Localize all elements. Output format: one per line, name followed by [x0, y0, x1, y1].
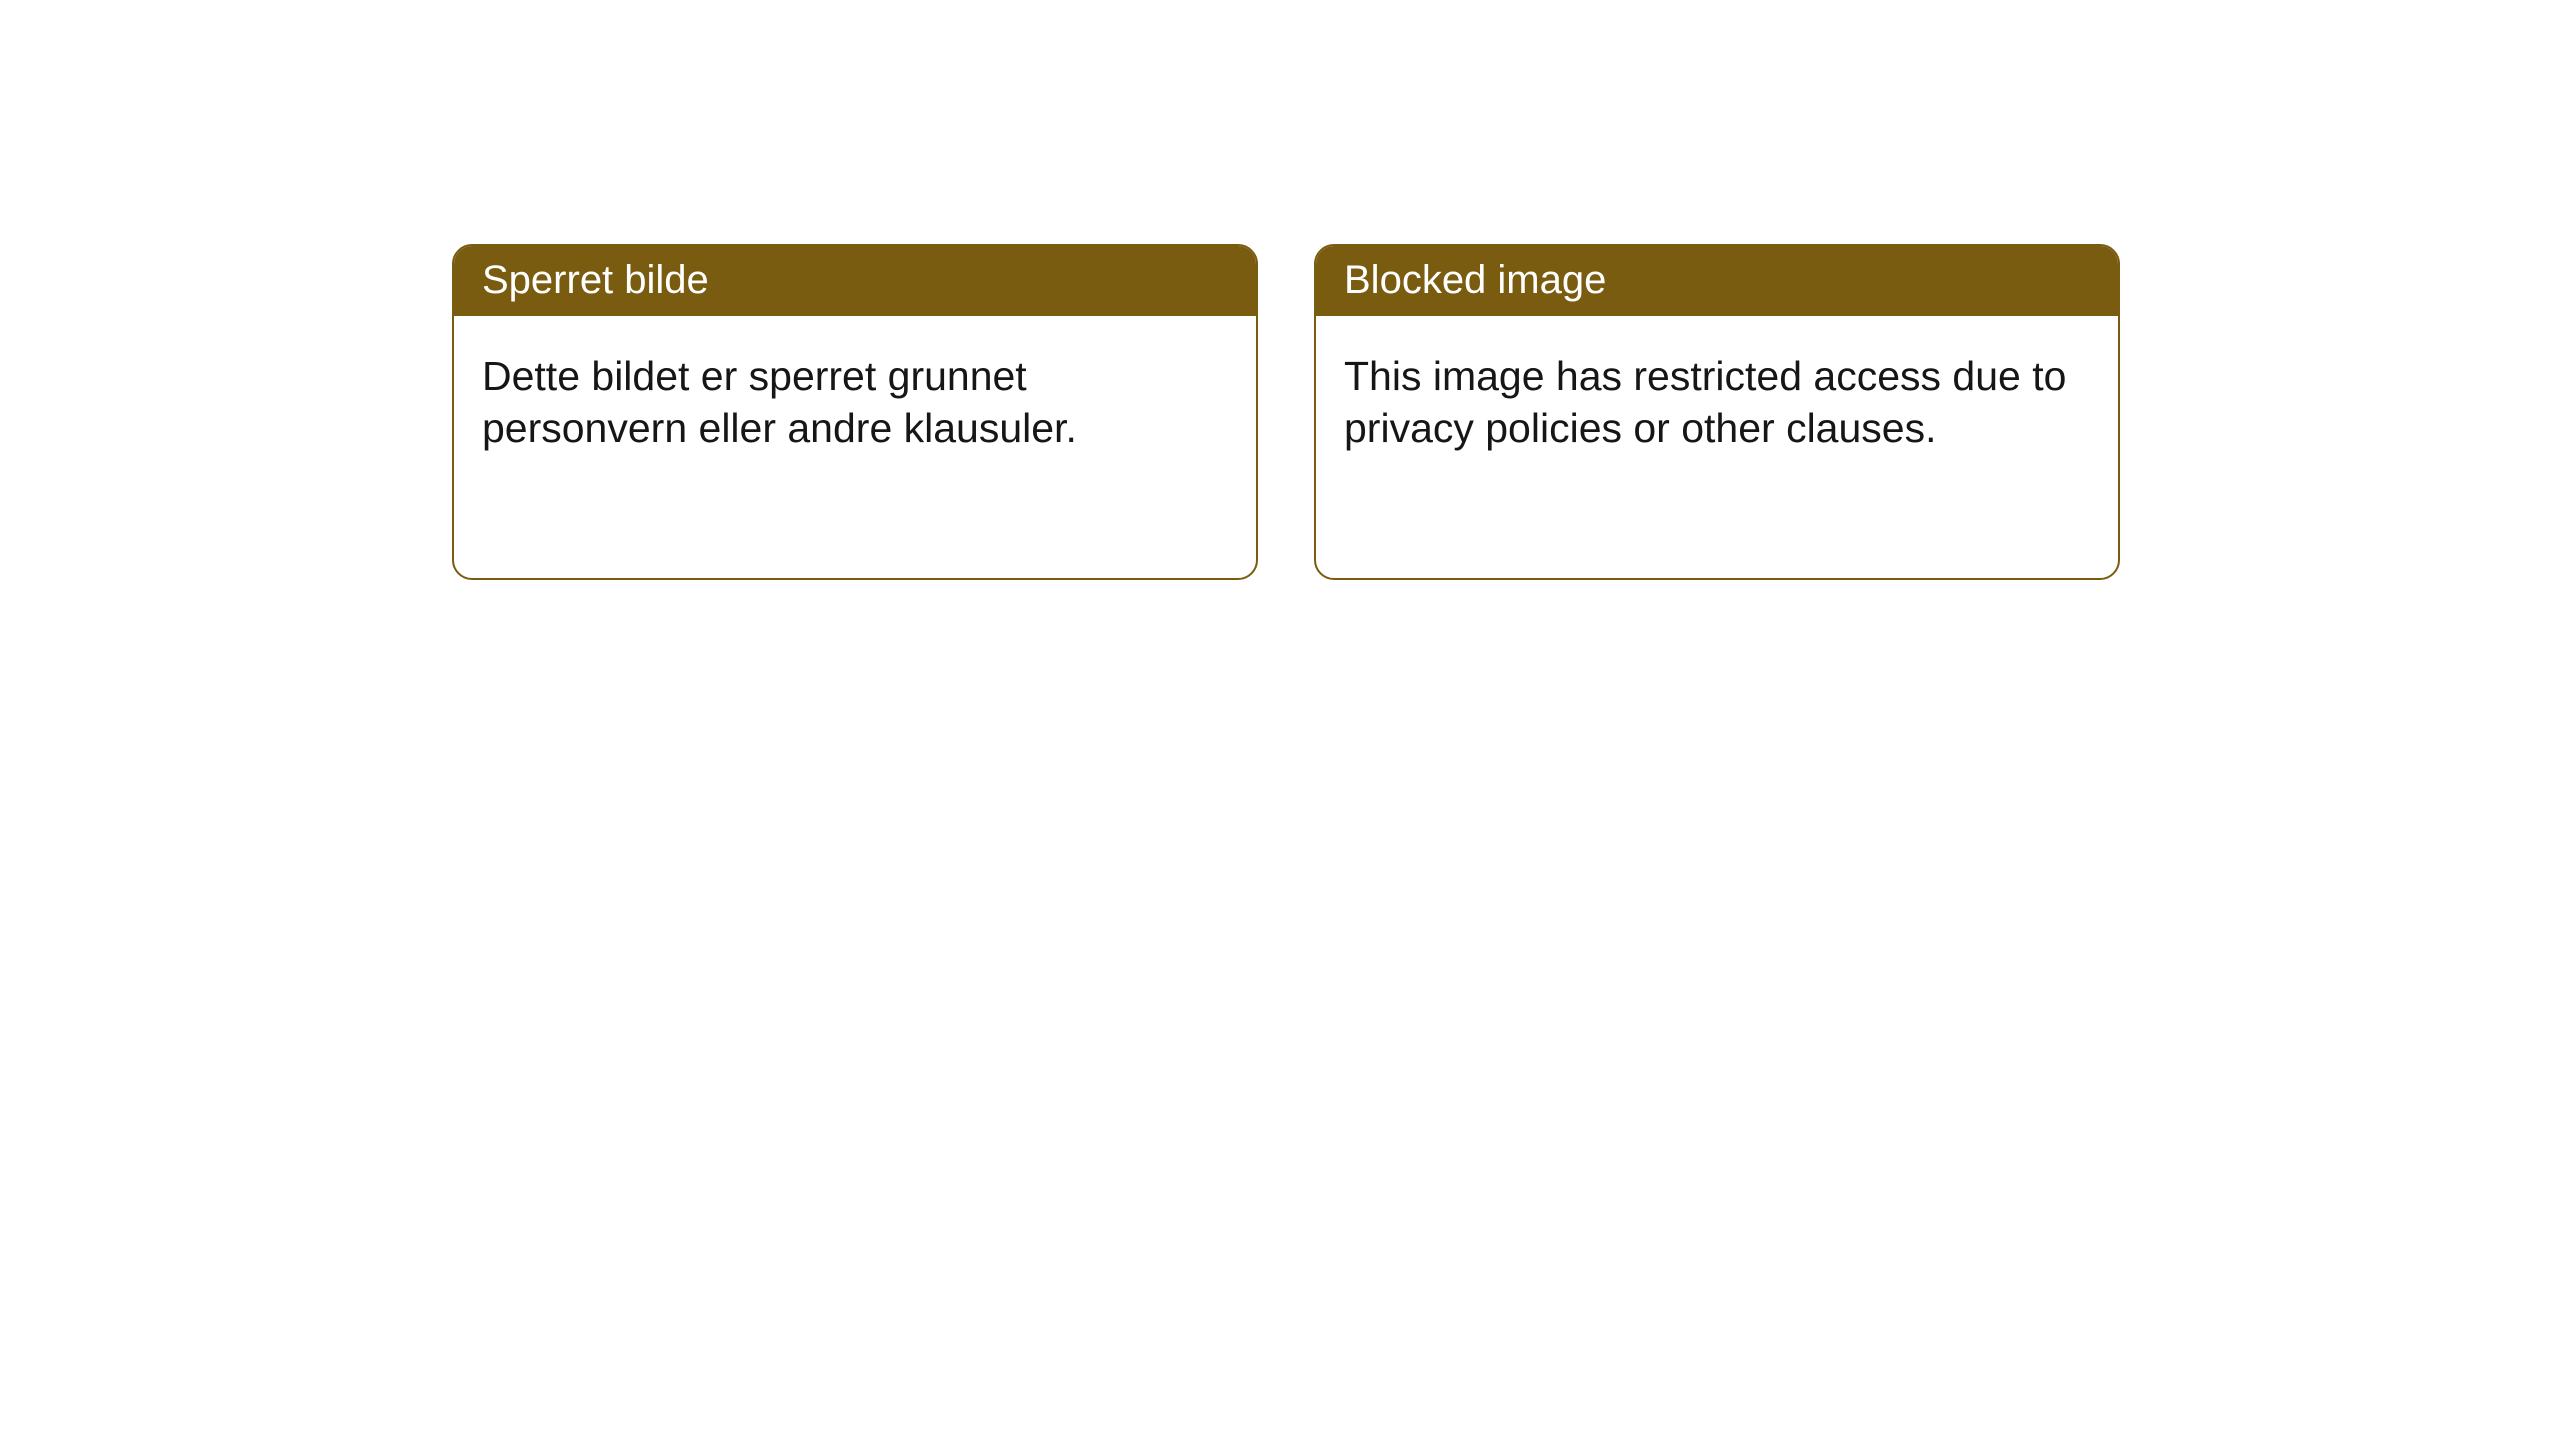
- notice-title-norwegian: Sperret bilde: [454, 246, 1256, 316]
- notice-card-norwegian: Sperret bilde Dette bildet er sperret gr…: [452, 244, 1258, 580]
- notice-container: Sperret bilde Dette bildet er sperret gr…: [452, 244, 2120, 580]
- notice-title-english: Blocked image: [1316, 246, 2118, 316]
- notice-body-english: This image has restricted access due to …: [1316, 316, 2118, 489]
- notice-body-norwegian: Dette bildet er sperret grunnet personve…: [454, 316, 1256, 489]
- notice-card-english: Blocked image This image has restricted …: [1314, 244, 2120, 580]
